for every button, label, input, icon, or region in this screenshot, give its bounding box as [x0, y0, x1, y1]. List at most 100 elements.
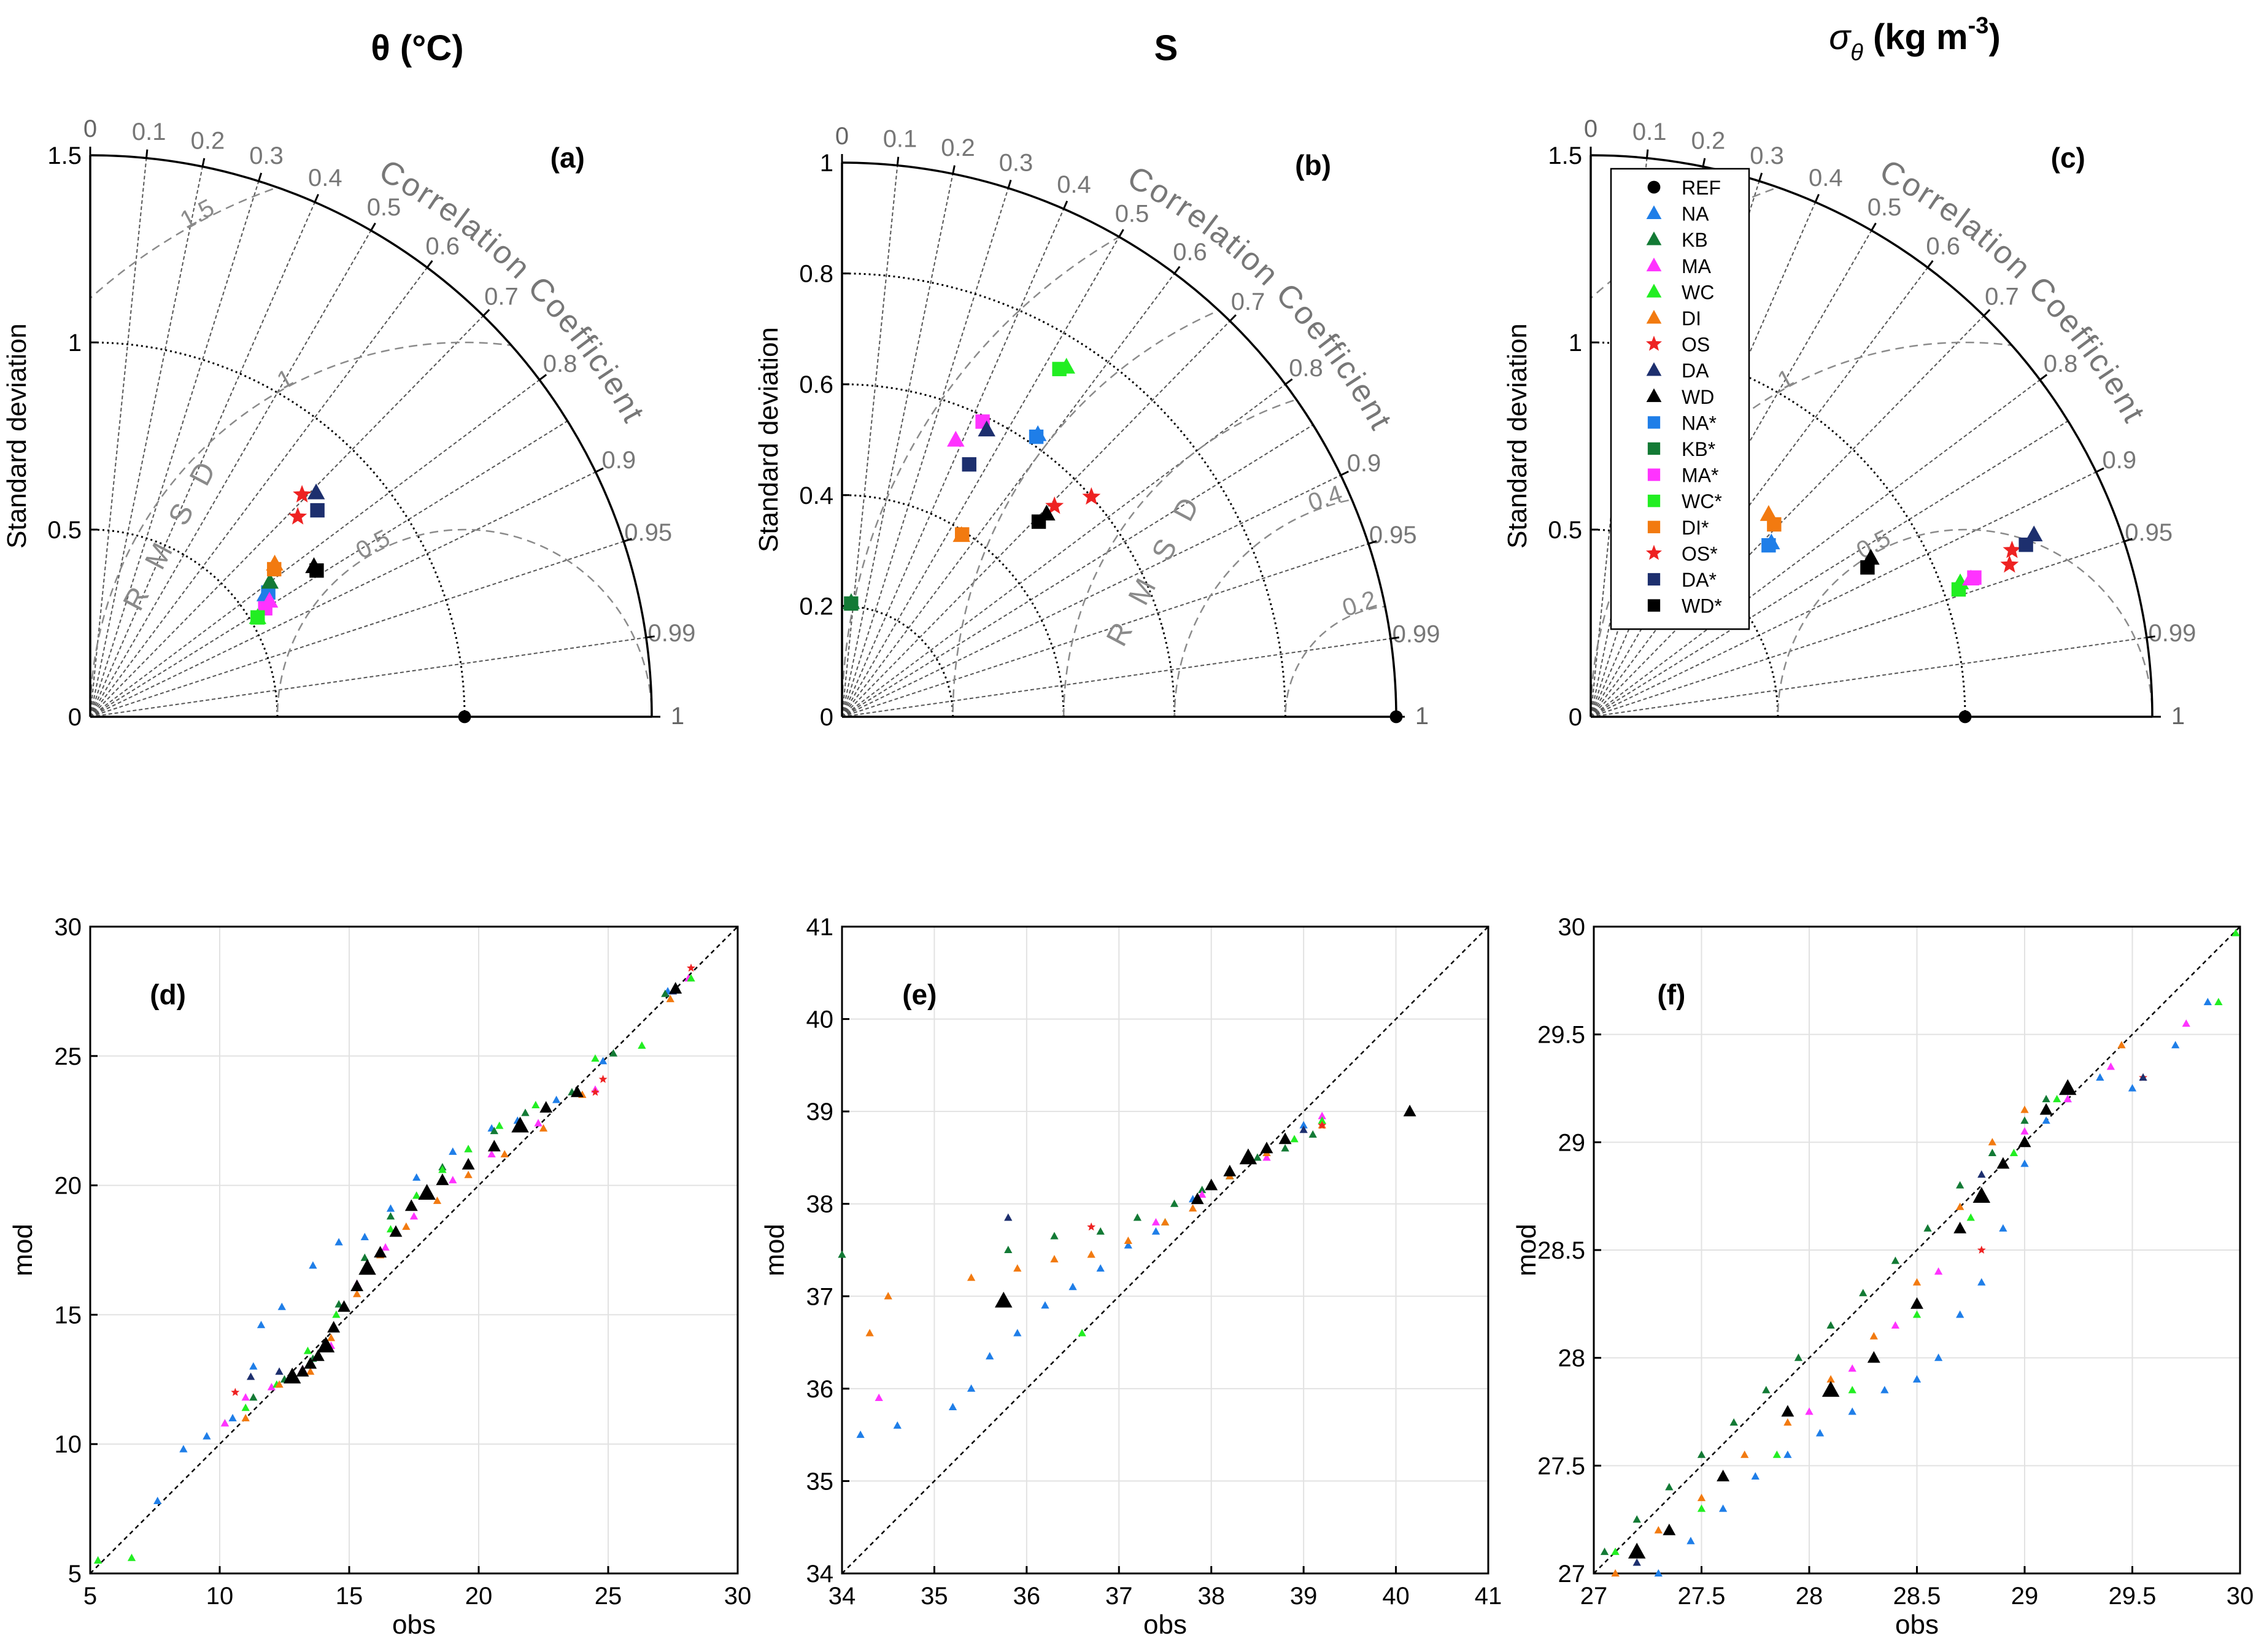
data-point: [1805, 1407, 1814, 1415]
rmsd-label: 0.4: [1305, 481, 1345, 517]
data-point: [2203, 997, 2212, 1006]
correlation-gridline: [90, 471, 596, 717]
x-tick-label: 28: [1796, 1583, 1823, 1610]
one-to-one-line: [841, 926, 1489, 1574]
data-point: [1977, 1278, 1986, 1286]
correlation-tick: [370, 222, 376, 231]
data-point-wd-star: [1031, 514, 1046, 529]
correlation-gridline: [90, 267, 428, 717]
data-point: [436, 1173, 449, 1186]
correlation-gridline: [1590, 267, 1928, 717]
correlation-tick: [201, 158, 206, 167]
data-point: [591, 1054, 600, 1062]
data-point: [449, 1147, 457, 1155]
data-point: [2020, 1105, 2029, 1113]
correlation-tick-label: 0.2: [1691, 127, 1726, 154]
data-point: [1262, 1153, 1271, 1161]
data-point: [1403, 1105, 1416, 1117]
data-point: [127, 1553, 136, 1561]
std-circle: [841, 272, 1286, 717]
series-na: [153, 987, 672, 1504]
data-point: [1751, 1472, 1760, 1480]
legend-label: NA: [1682, 203, 1709, 225]
data-point-os: [293, 485, 312, 503]
data-point: [304, 1357, 317, 1369]
data-point: [1826, 1375, 1835, 1383]
rmsd-label: 0.5: [352, 525, 395, 565]
data-point: [404, 1199, 418, 1211]
data-point: [687, 963, 695, 972]
correlation-tick: [2095, 467, 2104, 473]
data-point: [360, 1232, 369, 1240]
x-axis-label: obs: [1895, 1610, 1939, 1640]
y-axis-label: mod: [1512, 1224, 1542, 1276]
data-point: [1198, 1190, 1207, 1198]
legend-item: WC*: [1647, 490, 1722, 512]
correlation-tick: [1173, 266, 1181, 274]
data-point: [386, 1204, 395, 1212]
x-tick-label: 35: [921, 1583, 948, 1610]
std-tick-label: 0.8: [799, 261, 833, 288]
std-tick-label: 0: [1569, 704, 1582, 731]
correlation-tick-label: 0: [83, 115, 97, 142]
data-point-da: [978, 420, 995, 437]
data-point-kb-star: [844, 596, 859, 611]
correlation-gridline: [1590, 315, 1985, 717]
std-tick-label: 1.5: [47, 142, 82, 169]
data-point-os: [1082, 487, 1101, 505]
data-point: [464, 1170, 473, 1178]
correlation-tick-label: 0.7: [484, 284, 519, 311]
data-point: [2042, 1116, 2050, 1124]
correlation-tick-label: 0.9: [2102, 447, 2136, 474]
data-point: [1867, 1351, 1880, 1363]
series-ma: [875, 1111, 1326, 1401]
data-point: [1848, 1407, 1856, 1415]
y-axis-label: mod: [760, 1224, 790, 1276]
series-da: [1004, 1125, 1308, 1221]
correlation-gridline: [841, 174, 954, 717]
data-point: [948, 1402, 957, 1411]
plot-frame: [841, 925, 1489, 1575]
y-axis-label: Standard deviation: [754, 327, 784, 552]
data-point: [1004, 1213, 1013, 1221]
legend-item: DA: [1646, 360, 1709, 382]
correlation-tick-label: 0.95: [624, 519, 672, 546]
correlation-gridline: [841, 424, 1314, 717]
legend-marker: [1647, 520, 1661, 533]
legend-marker: [1647, 495, 1661, 508]
y-tick-label: 15: [55, 1302, 82, 1329]
correlation-tick: [1390, 636, 1400, 640]
y-tick-label: 41: [806, 914, 834, 941]
data-point: [1087, 1250, 1095, 1258]
x-tick-label: 29: [2011, 1583, 2039, 1610]
data-point: [1299, 1125, 1308, 1133]
data-point-na-star: [261, 585, 276, 600]
correlation-gridline: [90, 230, 372, 717]
data-point: [865, 1329, 874, 1337]
data-point: [241, 1414, 250, 1422]
data-point-kb: [261, 573, 279, 589]
std-circle: [841, 494, 1065, 717]
std-tick-label: 1: [820, 150, 833, 177]
data-point: [311, 1349, 325, 1361]
x-tick-label: 37: [1105, 1583, 1133, 1610]
correlation-tick-label: 0.6: [1926, 233, 1960, 260]
data-point: [1013, 1329, 1022, 1337]
y-tick-label: 35: [806, 1468, 834, 1495]
data-point: [609, 1049, 618, 1057]
legend-marker: [1647, 180, 1661, 194]
outer-arc: [90, 154, 653, 717]
data-point: [1078, 1329, 1086, 1337]
x-tick-label: 28.5: [1893, 1583, 1941, 1610]
correlation-tick-label: 0.6: [1173, 239, 1207, 266]
legend-marker: [1647, 442, 1661, 455]
data-point: [326, 1334, 336, 1341]
correlation-gridline: [1590, 420, 2069, 717]
data-point: [598, 1057, 608, 1065]
correlation-tick-label: 0.99: [1393, 621, 1440, 648]
x-tick-label: 38: [1197, 1583, 1225, 1610]
data-point: [2106, 1062, 2115, 1070]
rmsd-circles: [1591, 155, 2152, 717]
data-point: [220, 1419, 230, 1427]
